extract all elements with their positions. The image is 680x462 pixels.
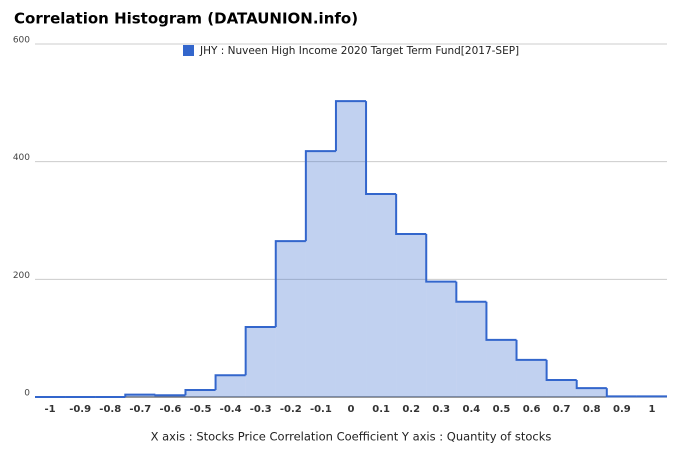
x-tick-label: 0.8 — [583, 404, 601, 415]
bin-outline — [244, 325, 276, 376]
bin-area — [516, 359, 547, 397]
bin-outline — [545, 359, 577, 381]
x-tick-label: -0.6 — [159, 404, 181, 415]
y-tick-label: 200 — [13, 271, 30, 281]
bin-outline — [455, 281, 487, 303]
bin-area — [275, 241, 306, 397]
x-tick-label: -0.3 — [250, 404, 272, 415]
bin-outline — [605, 388, 637, 398]
bin-outline — [485, 301, 517, 341]
bin-outline — [304, 150, 336, 242]
legend-swatch — [183, 45, 194, 56]
y-tick-label: 600 — [13, 36, 30, 46]
bin-area — [215, 375, 246, 397]
x-tick-label: 1 — [648, 404, 655, 415]
x-tick-label: 0.9 — [613, 404, 631, 415]
x-axis-label: X axis : Stocks Price Correlation Coeffi… — [151, 430, 552, 444]
x-tick-label: 0.5 — [493, 404, 511, 415]
x-tick-label: 0.1 — [372, 404, 390, 415]
x-tick-label: -0.5 — [190, 404, 212, 415]
x-tick-label: -1 — [44, 404, 55, 415]
bin-outline — [184, 388, 216, 396]
x-tick-label: 0 — [348, 404, 355, 415]
bin-outline — [214, 374, 246, 390]
bin-area — [546, 379, 577, 397]
bin-area — [245, 326, 276, 397]
y-tick-label: 0 — [24, 389, 30, 399]
chart-title: Correlation Histogram (DATAUNION.info) — [14, 10, 358, 28]
bin-outline — [274, 240, 306, 327]
bin-area — [396, 234, 427, 397]
bin-area — [486, 339, 517, 397]
x-tick-label: -0.2 — [280, 404, 302, 415]
x-tick-label: 0.4 — [463, 404, 481, 415]
bin-outline — [425, 234, 457, 283]
bin-outline — [365, 101, 397, 196]
bin-outline — [515, 339, 547, 361]
x-tick-label: 0.3 — [432, 404, 450, 415]
x-tick-label: -0.4 — [220, 404, 242, 415]
x-tick-label: -0.9 — [69, 404, 91, 415]
x-tick-label: -0.1 — [310, 404, 332, 415]
bin-outline — [154, 394, 186, 397]
x-tick-label: -0.7 — [129, 404, 151, 415]
bin-outline — [334, 100, 367, 152]
bin-area — [456, 301, 487, 397]
bin-outline — [575, 379, 607, 390]
bin-area — [426, 281, 457, 397]
bin-area — [576, 388, 607, 397]
bin-area — [185, 389, 216, 397]
bin-area — [305, 151, 336, 397]
bin-area — [366, 194, 397, 397]
bin-area — [335, 101, 367, 398]
bin-outline — [395, 194, 427, 236]
x-tick-label: 0.6 — [523, 404, 541, 415]
legend-label: JHY : Nuveen High Income 2020 Target Ter… — [199, 45, 519, 57]
x-tick-label: 0.2 — [402, 404, 420, 415]
x-tick-label: 0.7 — [553, 404, 571, 415]
bin-area — [125, 394, 156, 397]
x-tick-label: -0.8 — [99, 404, 121, 415]
bin-outline — [124, 393, 156, 397]
y-tick-label: 400 — [13, 153, 30, 163]
